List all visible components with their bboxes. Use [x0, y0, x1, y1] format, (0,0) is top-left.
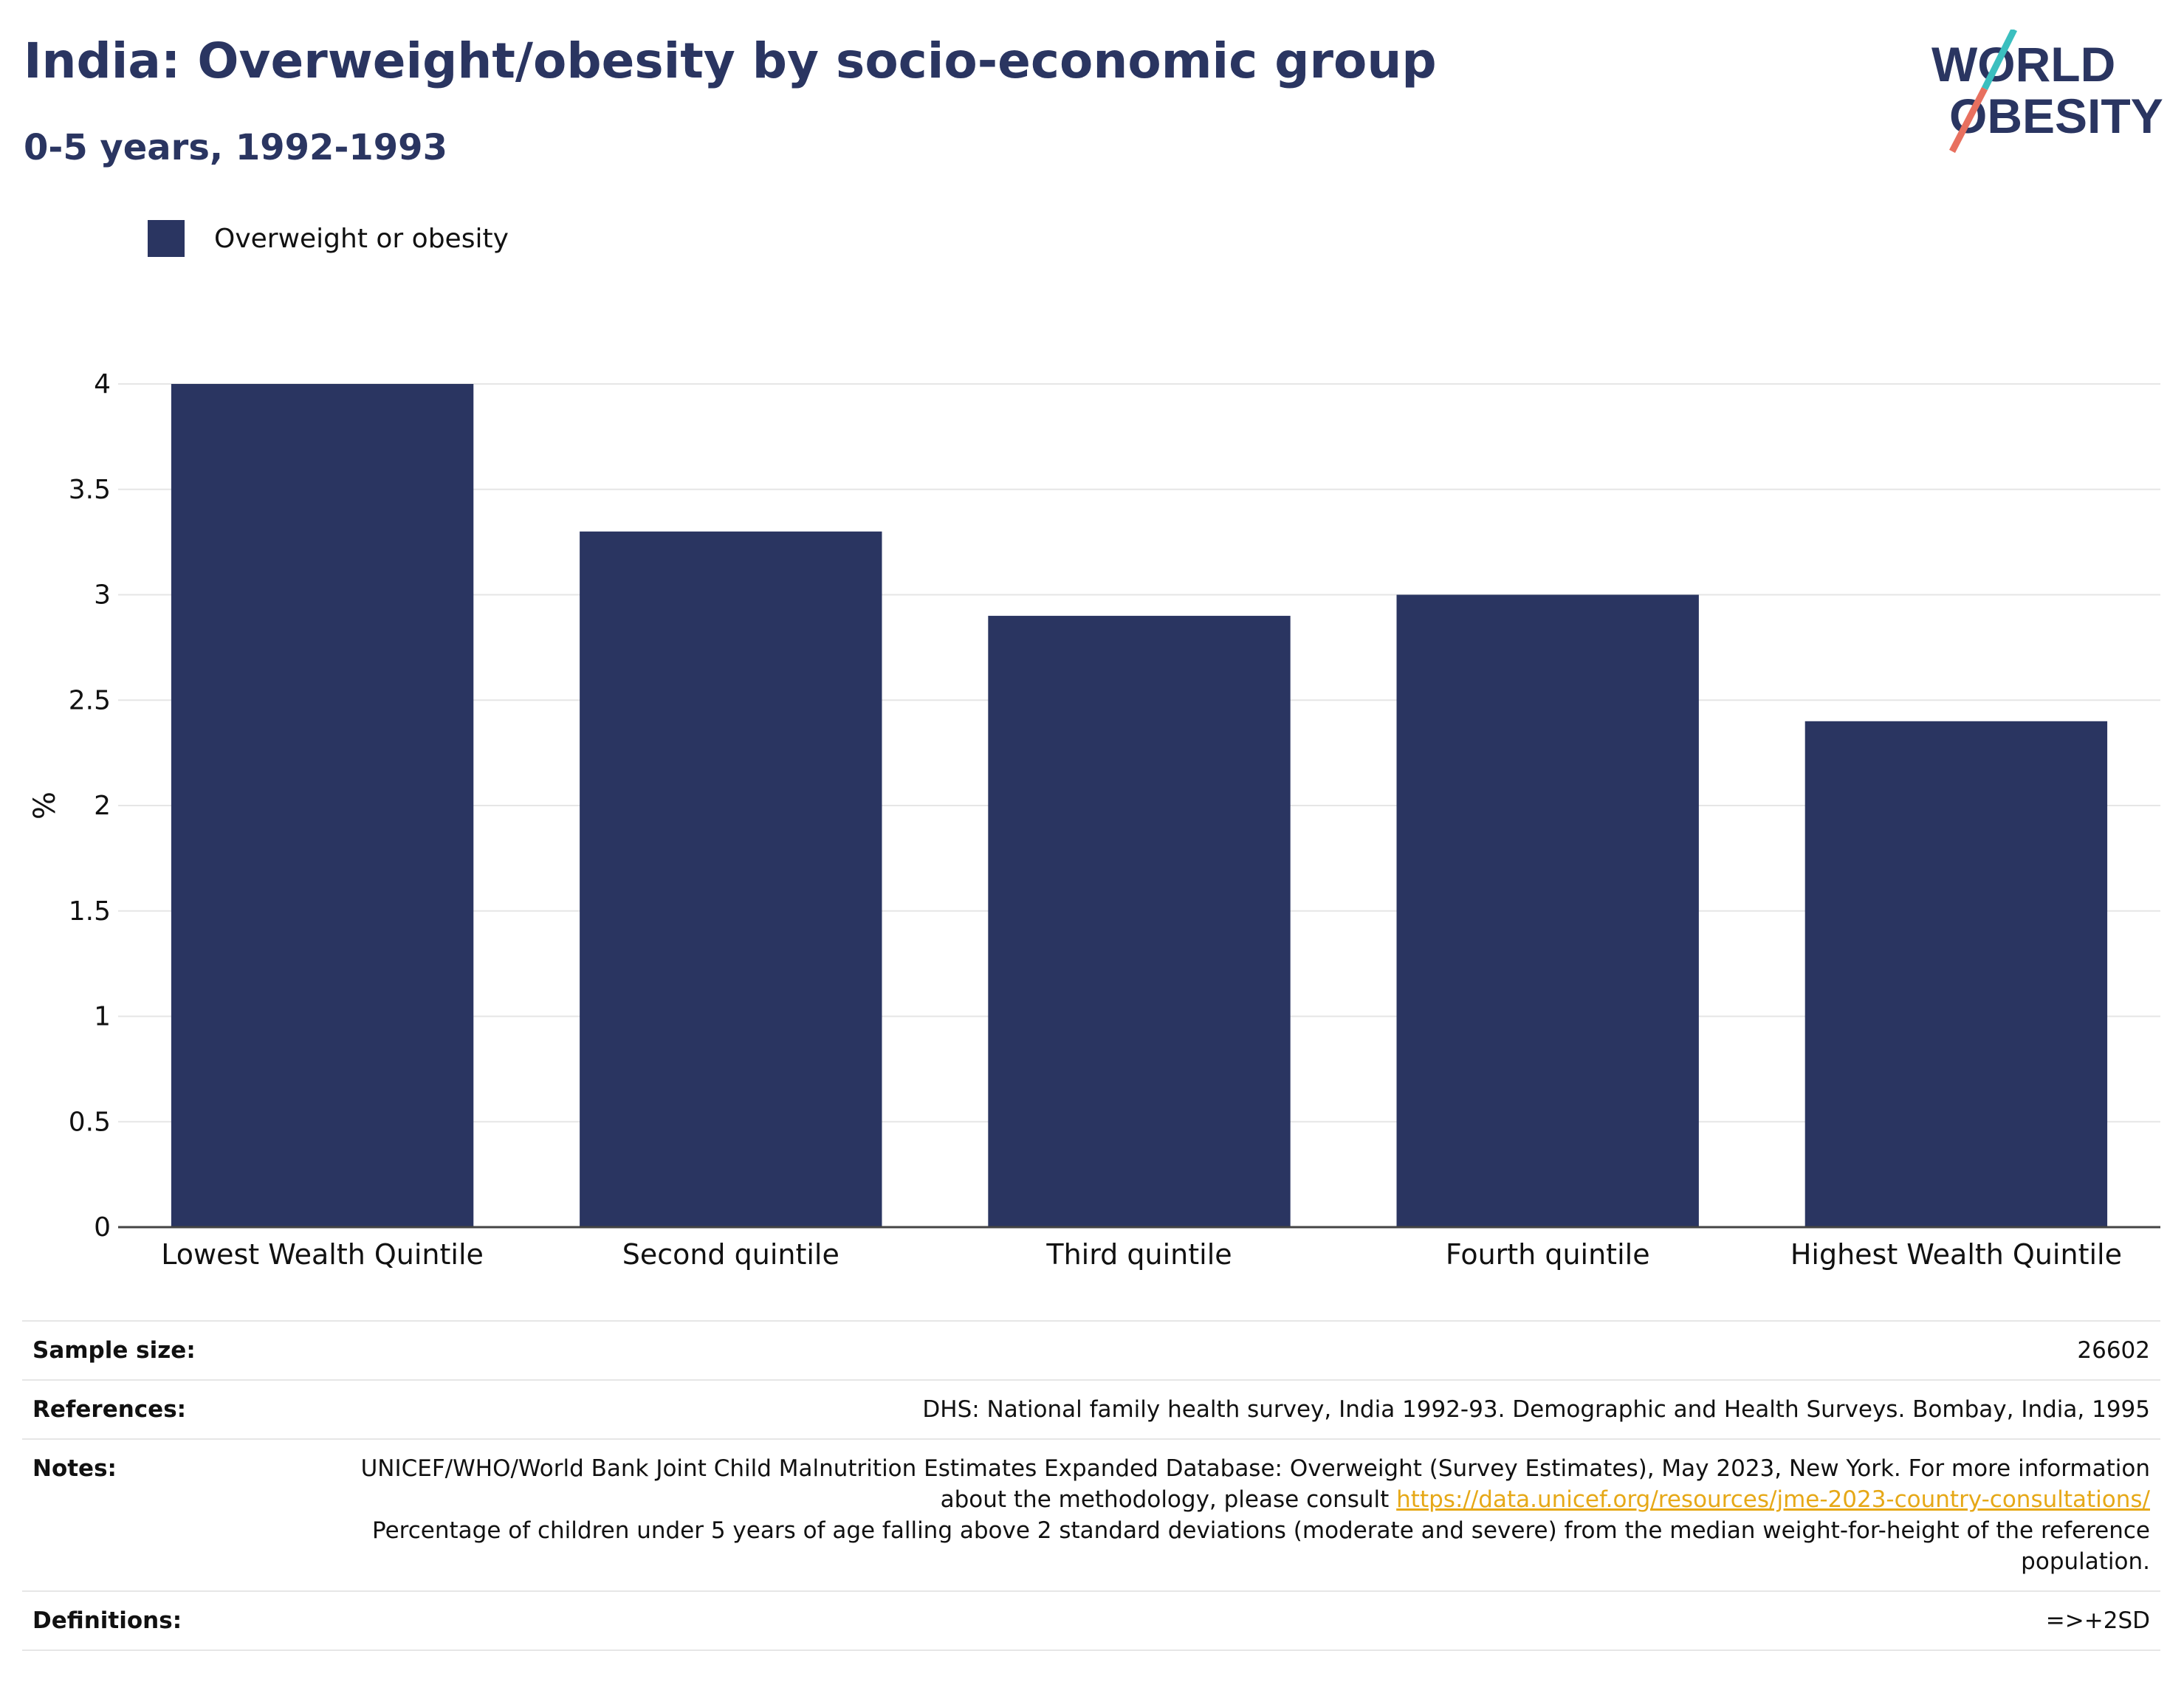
chart-legend: Overweight or obesity	[148, 220, 509, 257]
bar	[988, 616, 1291, 1227]
bar	[171, 384, 474, 1227]
references-value: DHS: National family health survey, Indi…	[279, 1379, 2160, 1439]
notes-link[interactable]: https://data.unicef.org/resources/jme-20…	[1396, 1486, 2150, 1513]
logo-line1: WORLD	[1931, 37, 2115, 92]
definitions-value: =>+2SD	[279, 1590, 2160, 1651]
bar	[1396, 594, 1699, 1227]
y-tick-label: 2	[94, 791, 111, 821]
notes-text2: Percentage of children under 5 years of …	[372, 1517, 2150, 1575]
y-tick-label: 1	[94, 1002, 111, 1032]
chart-title: India: Overweight/obesity by socio-econo…	[24, 32, 1437, 89]
y-axis-label: %	[28, 792, 62, 820]
info-table: Sample size: 26602 References: DHS: Nati…	[22, 1320, 2160, 1651]
sample-size-row: Sample size: 26602	[22, 1320, 2160, 1380]
y-tick-label: 3	[94, 580, 111, 611]
notes-text: UNICEF/WHO/World Bank Joint Child Malnut…	[360, 1455, 2150, 1513]
legend-label: Overweight or obesity	[214, 223, 509, 254]
x-tick-label: Fourth quintile	[1446, 1238, 1650, 1271]
sample-size-label: Sample size:	[22, 1320, 279, 1380]
y-tick-label: 4	[94, 369, 111, 399]
y-tick-label: 3.5	[69, 475, 111, 505]
notes-label: Notes:	[22, 1438, 279, 1591]
references-row: References: DHS: National family health …	[22, 1379, 2160, 1439]
logo-accent-coral	[1949, 86, 1988, 154]
references-label: References:	[22, 1379, 279, 1439]
definitions-label: Definitions:	[22, 1590, 279, 1651]
y-tick-label: 1.5	[69, 896, 111, 927]
x-tick-label: Lowest Wealth Quintile	[161, 1238, 484, 1271]
logo-accent-teal	[1981, 30, 2018, 91]
x-tick-label: Highest Wealth Quintile	[1790, 1238, 2122, 1271]
notes-value: UNICEF/WHO/World Bank Joint Child Malnut…	[279, 1438, 2160, 1591]
sample-size-value: 26602	[279, 1320, 2160, 1380]
x-tick-label: Second quintile	[622, 1238, 839, 1271]
y-tick-label: 2.5	[69, 685, 111, 715]
bar-chart: 0 0.5 1 1.5 2 2.5 3 3.5 4% Lowest Wealth Quintile…	[28, 369, 2160, 1271]
bar	[1804, 721, 2108, 1227]
definitions-row: Definitions: =>+2SD	[22, 1590, 2160, 1651]
logo-line2: OBESITY	[1949, 89, 2163, 143]
x-tick-label: Third quintile	[1045, 1238, 1232, 1271]
bar	[580, 531, 882, 1227]
y-tick-label: 0.5	[69, 1107, 111, 1137]
y-tick-label: 0	[94, 1212, 111, 1243]
legend-swatch	[148, 220, 185, 257]
notes-row: Notes: UNICEF/WHO/World Bank Joint Child…	[22, 1438, 2160, 1591]
chart-subtitle: 0-5 years, 1992-1993	[24, 127, 447, 168]
world-obesity-logo: WORLD OBESITY	[1931, 30, 2163, 154]
